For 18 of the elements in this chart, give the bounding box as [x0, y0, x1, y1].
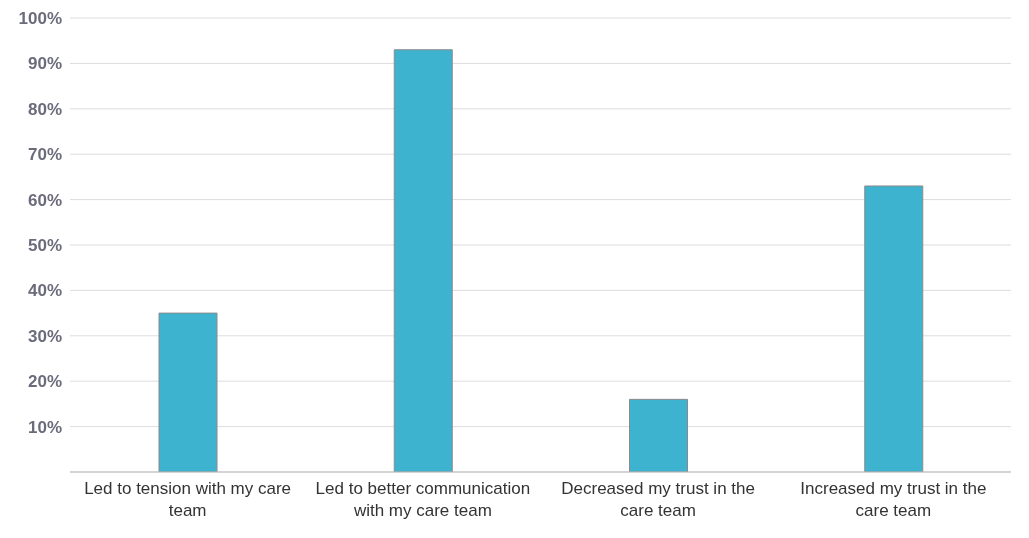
y-tick-label: 10% [27, 417, 62, 437]
y-tick-label: 80% [27, 99, 62, 119]
y-tick-label: 20% [27, 372, 62, 392]
y-tick-label: 50% [27, 236, 62, 256]
bar [393, 49, 453, 472]
bar [158, 312, 218, 472]
y-tick-label: 60% [27, 190, 62, 210]
bar [864, 185, 924, 472]
y-tick-label: 90% [27, 54, 62, 74]
y-tick-label: 40% [27, 281, 62, 301]
x-tick-label: Led to tension with my care team [84, 479, 292, 520]
bar [629, 398, 688, 472]
x-tick-label: Increased my trust in the care team [800, 479, 987, 520]
x-tick-label: Led to better communication with my care team [315, 479, 531, 520]
y-tick-label: 100% [18, 9, 62, 29]
y-tick-label: 70% [27, 145, 62, 165]
y-tick-label: 30% [27, 326, 62, 346]
x-tick-label: Decreased my trust in the care team [561, 479, 755, 520]
